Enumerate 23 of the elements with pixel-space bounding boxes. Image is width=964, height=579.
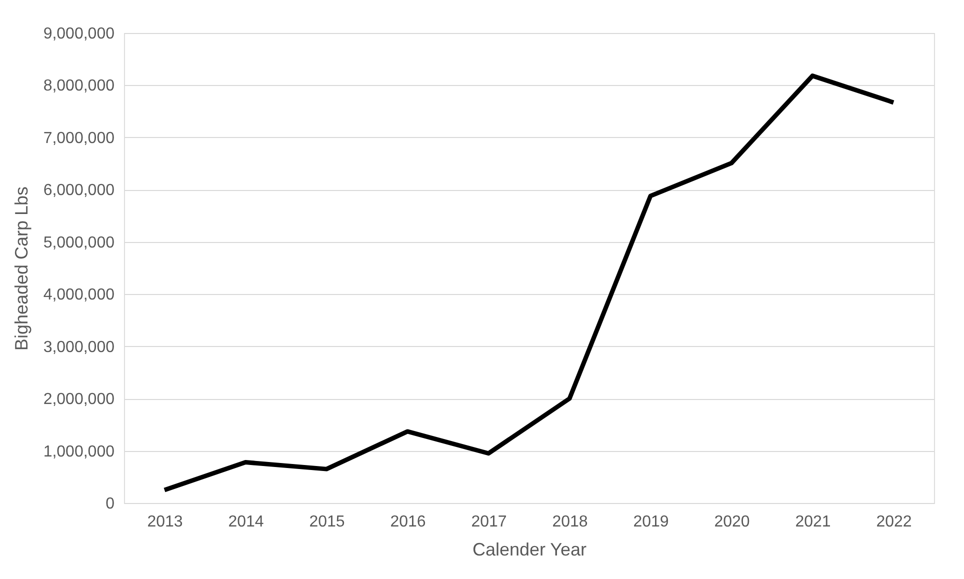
x-tick-label: 2020: [714, 514, 750, 530]
x-tick-label: 2018: [552, 514, 588, 530]
y-tick-label: 6,000,000: [43, 182, 115, 200]
y-tick-label: 3,000,000: [43, 338, 115, 356]
x-tick-label: 2015: [309, 514, 345, 530]
x-tick-label: 2021: [795, 514, 831, 530]
x-tick-label: 2016: [390, 514, 426, 530]
y-tick-label: 9,000,000: [43, 26, 115, 42]
y-tick-label: 4,000,000: [43, 286, 115, 304]
y-tick-label: 0: [106, 496, 115, 512]
x-axis-title: Calender Year: [472, 540, 587, 560]
x-tick-label: 2013: [147, 514, 183, 530]
x-tick-label: 2014: [228, 514, 264, 530]
y-axis-title: Bigheaded Carp Lbs: [11, 186, 32, 351]
y-tick-label: 2,000,000: [43, 391, 115, 408]
y-tick-label: 7,000,000: [43, 130, 115, 147]
x-tick-label: 2019: [633, 514, 669, 530]
line-series: [162, 74, 896, 492]
y-tick-label: 1,000,000: [43, 443, 115, 460]
y-tick-label: 5,000,000: [43, 234, 115, 252]
x-tick-label: 2017: [471, 514, 507, 530]
y-tick-label: 8,000,000: [43, 78, 115, 95]
x-tick-label: 2022: [876, 514, 912, 530]
